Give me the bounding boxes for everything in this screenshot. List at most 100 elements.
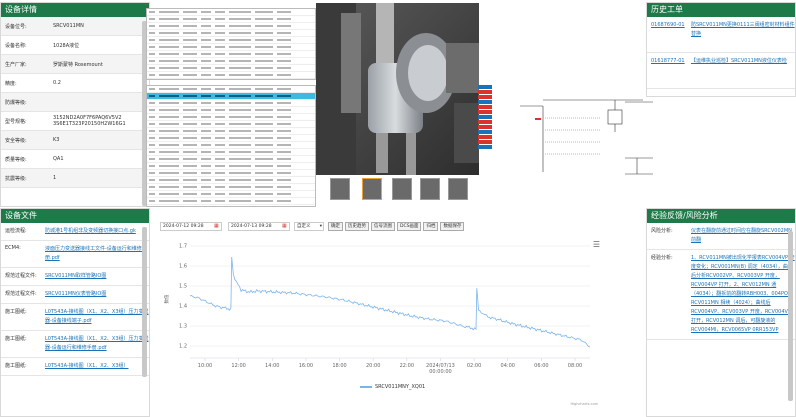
- table-cell: [215, 39, 225, 41]
- device-detail-row-key: 精度:: [5, 80, 17, 87]
- device-file-row-value[interactable]: L0T543A-接线图（X1、X2、X3组）压力变送器-设备运行和维修手册.pd…: [45, 336, 149, 351]
- table-cell: [215, 172, 225, 174]
- table-cell: [201, 11, 211, 13]
- signal-tag-strip: [478, 85, 492, 165]
- device-file-row-value[interactable]: 液面压力变送器接线工文件-设备运行和维修手册.pdf: [45, 246, 147, 261]
- chart-legend[interactable]: SRCV011MNY_XQ01: [360, 384, 425, 390]
- end-calendar-icon[interactable]: ▦: [282, 223, 287, 229]
- device-file-row[interactable]: ECM4: 液面压力变送器接线工文件-设备运行和维修手册.pdf: [1, 241, 149, 268]
- table-row[interactable]: [147, 51, 315, 58]
- table-row[interactable]: [147, 191, 315, 198]
- experience-row-value[interactable]: 仪表在翻旋前通过时间应在翻旋SRCV002MN前翻: [691, 228, 792, 243]
- device-detail-row-value: 1: [53, 175, 57, 181]
- experience-row[interactable]: 经验分析: 1、RCV011MN被出现化学报表RCV004VP 开度变化；RCV0…: [647, 250, 795, 340]
- device-file-row[interactable]: 运检流程: 防城港1号机组非及变频器切换接口点.gk: [1, 223, 149, 241]
- start-date-input[interactable]: 2024-07-12 09:28: [160, 222, 222, 231]
- table-row[interactable]: [147, 16, 315, 23]
- device-file-row-value[interactable]: SRCV011MN取样管路IO图: [45, 273, 107, 279]
- table-cell: [159, 186, 179, 188]
- device-file-row[interactable]: 规范过程文件: SRCV011MN取样管路IO图: [1, 268, 149, 286]
- table-row[interactable]: [147, 177, 315, 184]
- table-cell: [183, 53, 197, 55]
- table-row[interactable]: [147, 23, 315, 30]
- range-select[interactable]: 自定义 ▾: [294, 222, 324, 231]
- table-row[interactable]: [147, 72, 315, 79]
- trend-button[interactable]: 历史趋势: [345, 222, 369, 231]
- table-row[interactable]: [147, 93, 315, 100]
- history-desc[interactable]: 防SRCV011MN更换0111三阀组密封材料组件替换: [691, 22, 795, 37]
- table-row[interactable]: [147, 37, 315, 44]
- table-row[interactable]: [147, 142, 315, 149]
- experience-scrollbar[interactable]: [788, 231, 793, 401]
- device-files-scrollbar[interactable]: [142, 227, 147, 377]
- table-row[interactable]: [147, 170, 315, 177]
- device-file-row[interactable]: 施工图纸: L0T543A-接线图（X1、X2、X3组）压力变送器-设备运行和维修…: [1, 331, 149, 358]
- photo-thumbnail-3[interactable]: [392, 178, 412, 200]
- table-row[interactable]: [147, 107, 315, 114]
- device-file-row[interactable]: 规范过程文件: SRCV011MN仪表管路IO图: [1, 286, 149, 304]
- table-cell: [215, 32, 225, 34]
- trend-button[interactable]: 确定: [328, 222, 343, 231]
- table-cell: [255, 151, 273, 153]
- table-cell: [149, 53, 155, 55]
- history-desc[interactable]: 【运维执业巡检】SRCV011MN液位仪表检: [691, 58, 787, 64]
- device-file-row-value[interactable]: 防城港1号机组非及变频器切换接口点.gk: [45, 228, 136, 234]
- series-line[interactable]: [189, 256, 591, 348]
- table-cell: [201, 60, 211, 62]
- photo-thumbnail-5[interactable]: [448, 178, 468, 200]
- table-row[interactable]: [147, 149, 315, 156]
- wiring-schematic-drawing: [520, 99, 653, 175]
- device-file-row-value[interactable]: L0T543A-接线图（X1、X2、X3组）压力变送器-设备接线端子.pdf: [45, 309, 149, 324]
- table-row[interactable]: [147, 30, 315, 37]
- device-details-scrollbar[interactable]: [142, 21, 147, 206]
- chevron-down-icon: ▾: [319, 224, 322, 229]
- table-row[interactable]: [147, 100, 315, 107]
- photo-thumbnail-2[interactable]: [362, 178, 382, 200]
- device-file-row-value[interactable]: SRCV011MN仪表管路IO图: [45, 291, 107, 297]
- device-files-panel: 设备文件 运检流程: 防城港1号机组非及变频器切换接口点.gk ECM4: 液面压力变…: [0, 208, 150, 417]
- table-cell: [277, 179, 291, 181]
- photo-thumbnail-4[interactable]: [420, 178, 440, 200]
- device-file-row[interactable]: 施工图纸: L0T543A-接线图（X1、X2、X3组）压力变送器-设备接线端子.…: [1, 304, 149, 331]
- table-cell: [215, 60, 225, 62]
- table-row[interactable]: [147, 135, 315, 142]
- trend-button[interactable]: 信号流图: [371, 222, 395, 231]
- history-id[interactable]: 01687690-01: [651, 22, 685, 28]
- table-cell: [277, 25, 291, 27]
- table-row[interactable]: [147, 44, 315, 51]
- hamburger-menu-icon[interactable]: ☰: [592, 240, 600, 249]
- table-cell: [277, 165, 291, 167]
- experience-row[interactable]: 风险分析: 仪表在翻旋前通过时间应在翻旋SRCV002MN前翻: [647, 223, 795, 250]
- table-row[interactable]: [147, 86, 315, 93]
- table-cell: [229, 95, 251, 97]
- device-file-row[interactable]: 施工图纸: L0T543A-接线图（X1、X2、X3组）: [1, 358, 149, 376]
- photo-thumbnail-1[interactable]: [330, 178, 350, 200]
- table-row[interactable]: [147, 114, 315, 121]
- experience-row-value[interactable]: 1、RCV011MN被出现化学报表RCV004VP 开度变化；RCV001MN(…: [691, 255, 795, 333]
- table-cell: [149, 144, 155, 146]
- table-row[interactable]: [147, 156, 315, 163]
- table-row[interactable]: [147, 58, 315, 65]
- history-id[interactable]: 01618777-01: [651, 58, 685, 64]
- table-row[interactable]: [147, 121, 315, 128]
- history-row[interactable]: 01687690-01 防SRCV011MN更换0111三阀组密封材料组件替换: [647, 17, 795, 53]
- start-calendar-icon[interactable]: ▦: [214, 223, 219, 229]
- device-detail-row-value: QA1: [53, 156, 64, 162]
- table-row[interactable]: [147, 128, 315, 135]
- trend-button[interactable]: 归档: [423, 222, 439, 231]
- end-date-input[interactable]: 2024-07-13 09:28: [228, 222, 290, 231]
- table-row[interactable]: [147, 65, 315, 72]
- history-row[interactable]: 01618777-01 【运维执业巡检】SRCV011MN液位仪表检: [647, 53, 795, 89]
- history-list: 01687690-01 防SRCV011MN更换0111三阀组密封材料组件替换 01…: [647, 17, 795, 89]
- table-row[interactable]: [147, 198, 315, 205]
- chart-credit: Highcharts.com: [570, 402, 598, 406]
- trend-button[interactable]: DCS画面: [397, 222, 422, 231]
- device-file-row-value[interactable]: L0T543A-接线图（X1、X2、X3组）: [45, 363, 129, 369]
- table-cell: [215, 200, 225, 202]
- table-cell: [215, 95, 225, 97]
- table-row[interactable]: [147, 163, 315, 170]
- table-row[interactable]: [147, 9, 315, 16]
- table-cell: [277, 193, 291, 195]
- table-row[interactable]: [147, 184, 315, 191]
- trend-button[interactable]: 数据保存: [440, 222, 465, 231]
